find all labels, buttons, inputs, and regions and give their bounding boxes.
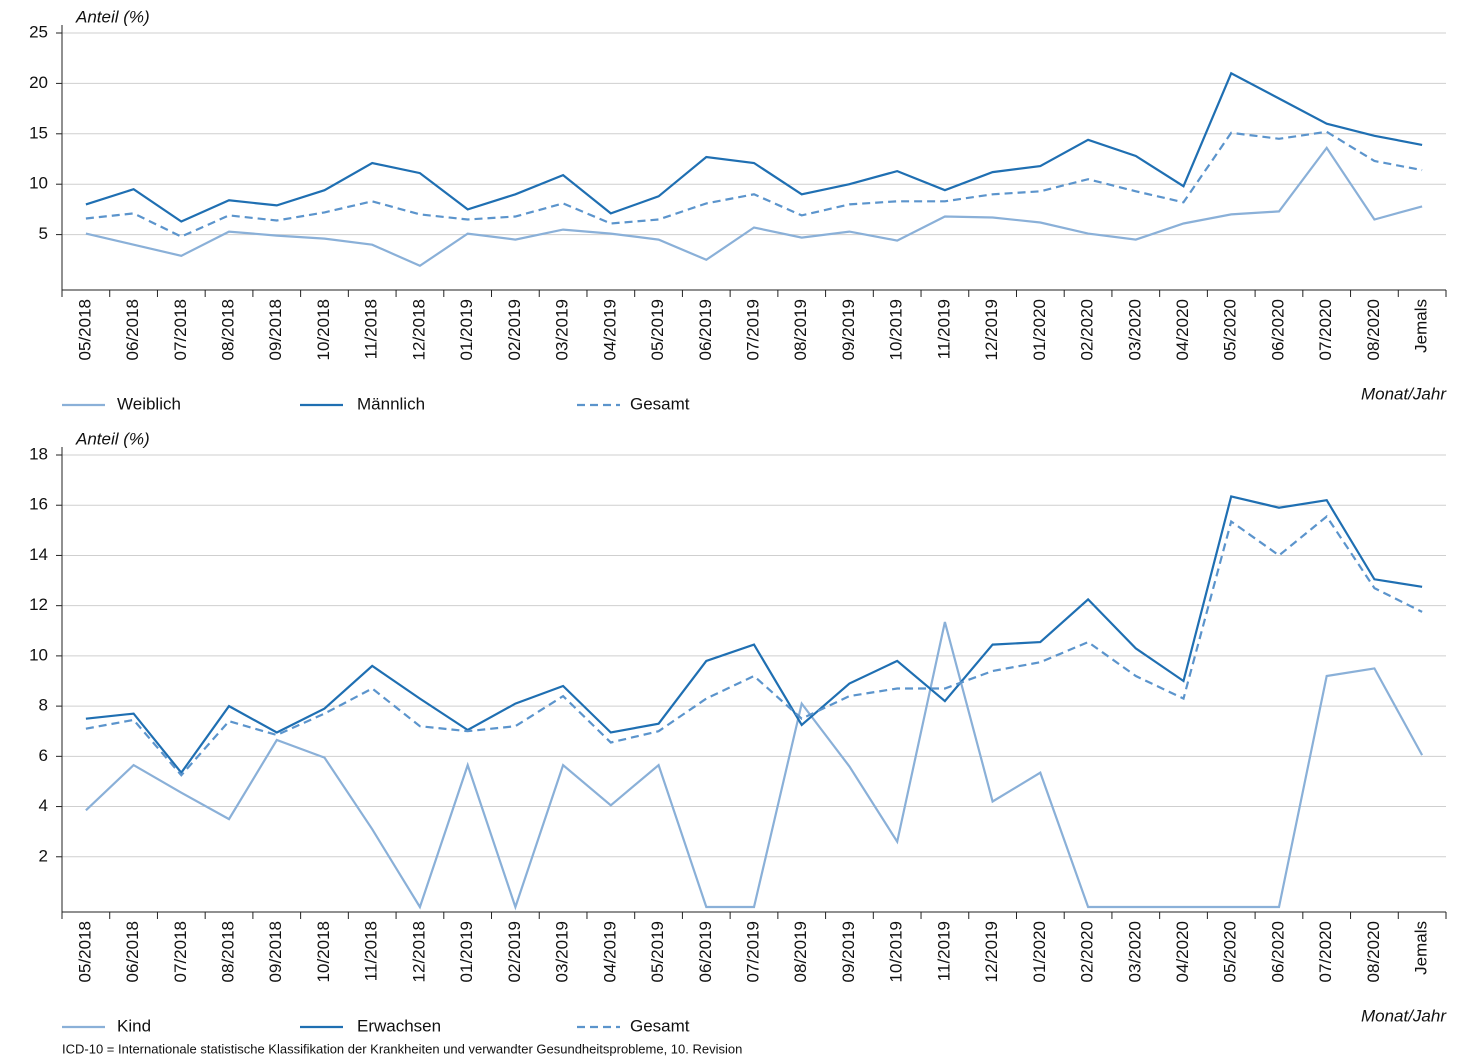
x-tick-label: 03/2020: [1125, 921, 1144, 982]
x-tick-label: 08/2018: [219, 921, 238, 982]
x-tick-label: 10/2019: [887, 299, 906, 360]
x-tick-label: 04/2020: [1173, 299, 1192, 360]
x-tick-label: 05/2020: [1221, 921, 1240, 982]
x-tick-label: 04/2020: [1173, 921, 1192, 982]
x-tick-label: 02/2019: [505, 921, 524, 982]
y-tick-label: 16: [29, 495, 48, 514]
x-tick-label: 01/2020: [1030, 921, 1049, 982]
x-tick-label: 02/2020: [1078, 299, 1097, 360]
series-line: [85, 514, 1423, 777]
y-axis-title: Anteil (%): [75, 429, 150, 448]
x-tick-label: 07/2019: [743, 921, 762, 982]
x-tick-label: 08/2020: [1364, 299, 1383, 360]
x-tick-label: 12/2018: [409, 921, 428, 982]
x-tick-label: 09/2018: [266, 299, 285, 360]
x-tick-label: 07/2019: [743, 299, 762, 360]
y-tick-label: 12: [29, 595, 48, 614]
x-tick-label: 05/2018: [75, 299, 94, 360]
legend-label: Männlich: [357, 394, 425, 413]
x-tick-label: 02/2019: [505, 299, 524, 360]
x-tick-label: 06/2018: [123, 921, 142, 982]
x-tick-label: 12/2019: [982, 299, 1001, 360]
x-tick-label: 11/2019: [934, 921, 953, 981]
y-tick-label: 18: [29, 444, 48, 463]
x-tick-label: 12/2018: [409, 299, 428, 360]
x-tick-label: 05/2019: [648, 921, 667, 982]
x-tick-label: 01/2020: [1030, 299, 1049, 360]
x-tick-label: 08/2019: [791, 921, 810, 982]
x-tick-label: 03/2020: [1125, 299, 1144, 360]
series-line: [85, 71, 1423, 223]
legend-label: Kind: [117, 1016, 151, 1035]
x-axis-title: Monat/Jahr: [1361, 384, 1447, 403]
x-tick-label: 01/2019: [457, 921, 476, 982]
x-tick-label: 11/2018: [362, 921, 381, 981]
y-tick-label: 5: [39, 224, 48, 243]
x-tick-label: 10/2018: [314, 921, 333, 982]
series-line: [85, 145, 1423, 268]
x-tick-label: 10/2019: [887, 921, 906, 982]
x-tick-label: 08/2019: [791, 299, 810, 360]
y-axis-title: Anteil (%): [75, 7, 150, 26]
legend-label: Erwachsen: [357, 1016, 441, 1035]
x-tick-label: Jemals: [1412, 921, 1431, 975]
x-tick-label: 06/2019: [696, 299, 715, 360]
y-tick-label: 25: [29, 22, 48, 41]
x-tick-label: 07/2020: [1316, 921, 1335, 982]
x-tick-label: 07/2018: [171, 299, 190, 360]
x-tick-label: 05/2020: [1221, 299, 1240, 360]
y-tick-label: 6: [39, 746, 48, 765]
y-tick-label: 14: [29, 545, 48, 564]
x-tick-label: 11/2019: [934, 299, 953, 359]
x-tick-label: 06/2018: [123, 299, 142, 360]
legend-label: Weiblich: [117, 394, 181, 413]
x-tick-label: 09/2018: [266, 921, 285, 982]
x-tick-label: 08/2020: [1364, 921, 1383, 982]
y-tick-label: 10: [29, 174, 48, 193]
series-line: [85, 495, 1423, 775]
series-line: [85, 130, 1423, 238]
x-tick-label: 12/2019: [982, 921, 1001, 982]
x-tick-label: 05/2018: [75, 921, 94, 982]
y-tick-label: 15: [29, 123, 48, 142]
x-tick-label: 04/2019: [600, 921, 619, 982]
x-tick-label: 06/2020: [1268, 921, 1287, 982]
legend-label: Gesamt: [630, 1016, 690, 1035]
x-tick-label: 08/2018: [219, 299, 238, 360]
y-tick-label: 8: [39, 696, 48, 715]
x-axis-title: Monat/Jahr: [1361, 1006, 1447, 1025]
x-tick-label: 06/2019: [696, 921, 715, 982]
x-tick-label: 02/2020: [1078, 921, 1097, 982]
x-tick-label: 07/2020: [1316, 299, 1335, 360]
x-tick-label: 05/2019: [648, 299, 667, 360]
x-tick-label: 01/2019: [457, 299, 476, 360]
series-line: [85, 621, 1424, 911]
y-tick-label: 2: [39, 846, 48, 865]
y-tick-label: 10: [29, 645, 48, 664]
y-tick-label: 4: [39, 796, 48, 815]
x-tick-label: 10/2018: [314, 299, 333, 360]
x-tick-label: 06/2020: [1268, 299, 1287, 360]
x-tick-label: 04/2019: [600, 299, 619, 360]
x-tick-label: 09/2019: [839, 299, 858, 360]
footnote: ICD-10 = Internationale statistische Kla…: [62, 1041, 742, 1056]
x-tick-label: 09/2019: [839, 921, 858, 982]
x-tick-label: Jemals: [1412, 299, 1431, 353]
legend-label: Gesamt: [630, 394, 690, 413]
x-tick-label: 11/2018: [362, 299, 381, 359]
x-tick-label: 03/2019: [553, 299, 572, 360]
x-tick-label: 07/2018: [171, 921, 190, 982]
y-tick-label: 20: [29, 73, 48, 92]
x-tick-label: 03/2019: [553, 921, 572, 982]
